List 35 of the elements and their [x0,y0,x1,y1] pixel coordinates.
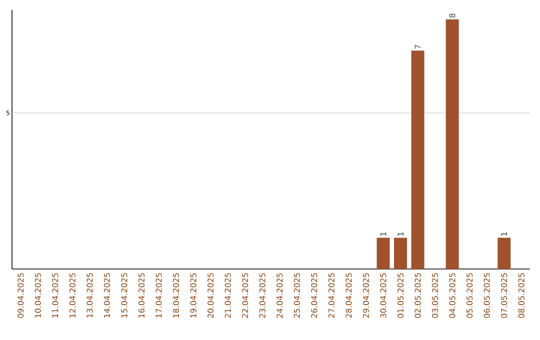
x-tick-label: 17.04.2025 [156,273,162,318]
x-tick-label: 30.04.2025 [380,273,386,318]
x-tick-label: 12.04.2025 [69,273,76,318]
data-label: 8 [449,14,456,18]
x-tick-label: 01.05.2025 [397,273,404,318]
x-tick-label: 27.04.2025 [328,273,334,318]
x-tick-label: 03.05.2025 [432,273,438,318]
x-tick-label: 02.05.2025 [414,273,421,318]
x-tick-label: 13.04.2025 [86,273,93,318]
x-tick-label: 14.04.2025 [104,273,110,318]
data-label: 1 [501,232,508,236]
x-tick-label: 22.04.2025 [242,273,248,318]
x-tick-label: 24.04.2025 [276,273,283,318]
data-label: 1 [380,232,386,236]
x-tick-label: 11.04.2025 [52,273,58,318]
x-tick-label: 23.04.2025 [259,273,266,318]
x-tick-label: 09.04.2025 [18,273,24,318]
x-tick-label: 15.04.2025 [121,273,128,318]
x-tick-label: 05.05.2025 [466,273,473,318]
x-tick-label: 26.04.2025 [311,273,318,318]
x-tick-label: 08.05.2025 [518,273,524,318]
x-tick-label: 21.04.2025 [224,273,231,318]
data-label: 7 [414,44,421,49]
x-tick-label: 29.04.2025 [362,273,369,318]
x-tick-label: 28.04.2025 [346,273,352,318]
x-tick-label: 19.04.2025 [190,273,196,318]
x-tick-label: 16.04.2025 [138,273,145,318]
x-tick-label: 18.04.2025 [173,273,180,318]
x-tick-label: 06.05.2025 [484,273,490,318]
x-tick-label: 10.04.2025 [34,273,41,318]
data-label: 1 [398,232,404,236]
x-tick-label: 20.04.2025 [208,273,214,318]
x-tick-label: 25.04.2025 [294,273,300,318]
x-tick-label: 04.05.2025 [449,273,456,318]
x-tick-label: 07.05.2025 [501,273,508,318]
